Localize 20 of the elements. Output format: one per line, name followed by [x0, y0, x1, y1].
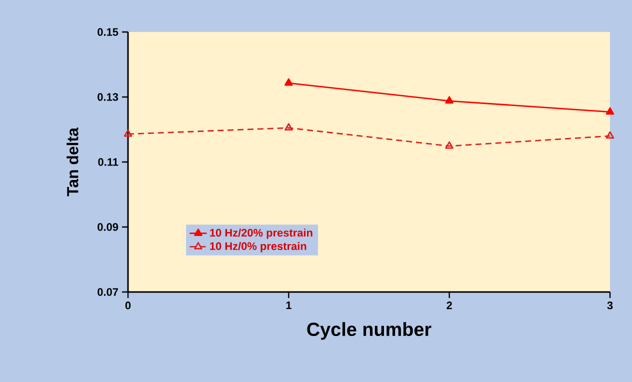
- x-tick-label: 0: [125, 302, 131, 310]
- point: [284, 123, 293, 131]
- x-tick-label: 2: [446, 302, 452, 310]
- legend-label: 10 Hz/20% prestrain: [210, 228, 312, 239]
- y-tick-label: 0.13: [98, 93, 118, 101]
- legend-label: 10 Hz/0% prestrain: [210, 242, 306, 252]
- point: [445, 96, 454, 104]
- point: [445, 141, 454, 149]
- y-axis-title: Tan delta: [66, 128, 78, 196]
- x-tick-label: 1: [286, 302, 292, 310]
- y-tick-label: 0.09: [98, 223, 118, 231]
- x-axis-title: Cycle number: [307, 322, 432, 340]
- point: [124, 129, 132, 137]
- point: [606, 107, 614, 115]
- y-tick-label: 0.15: [98, 28, 118, 36]
- y-tick-label: 0.07: [98, 288, 118, 296]
- point: [606, 131, 614, 139]
- x-tick-label: 3: [607, 302, 613, 310]
- y-tick-label: 0.11: [98, 158, 118, 166]
- point: [284, 78, 293, 86]
